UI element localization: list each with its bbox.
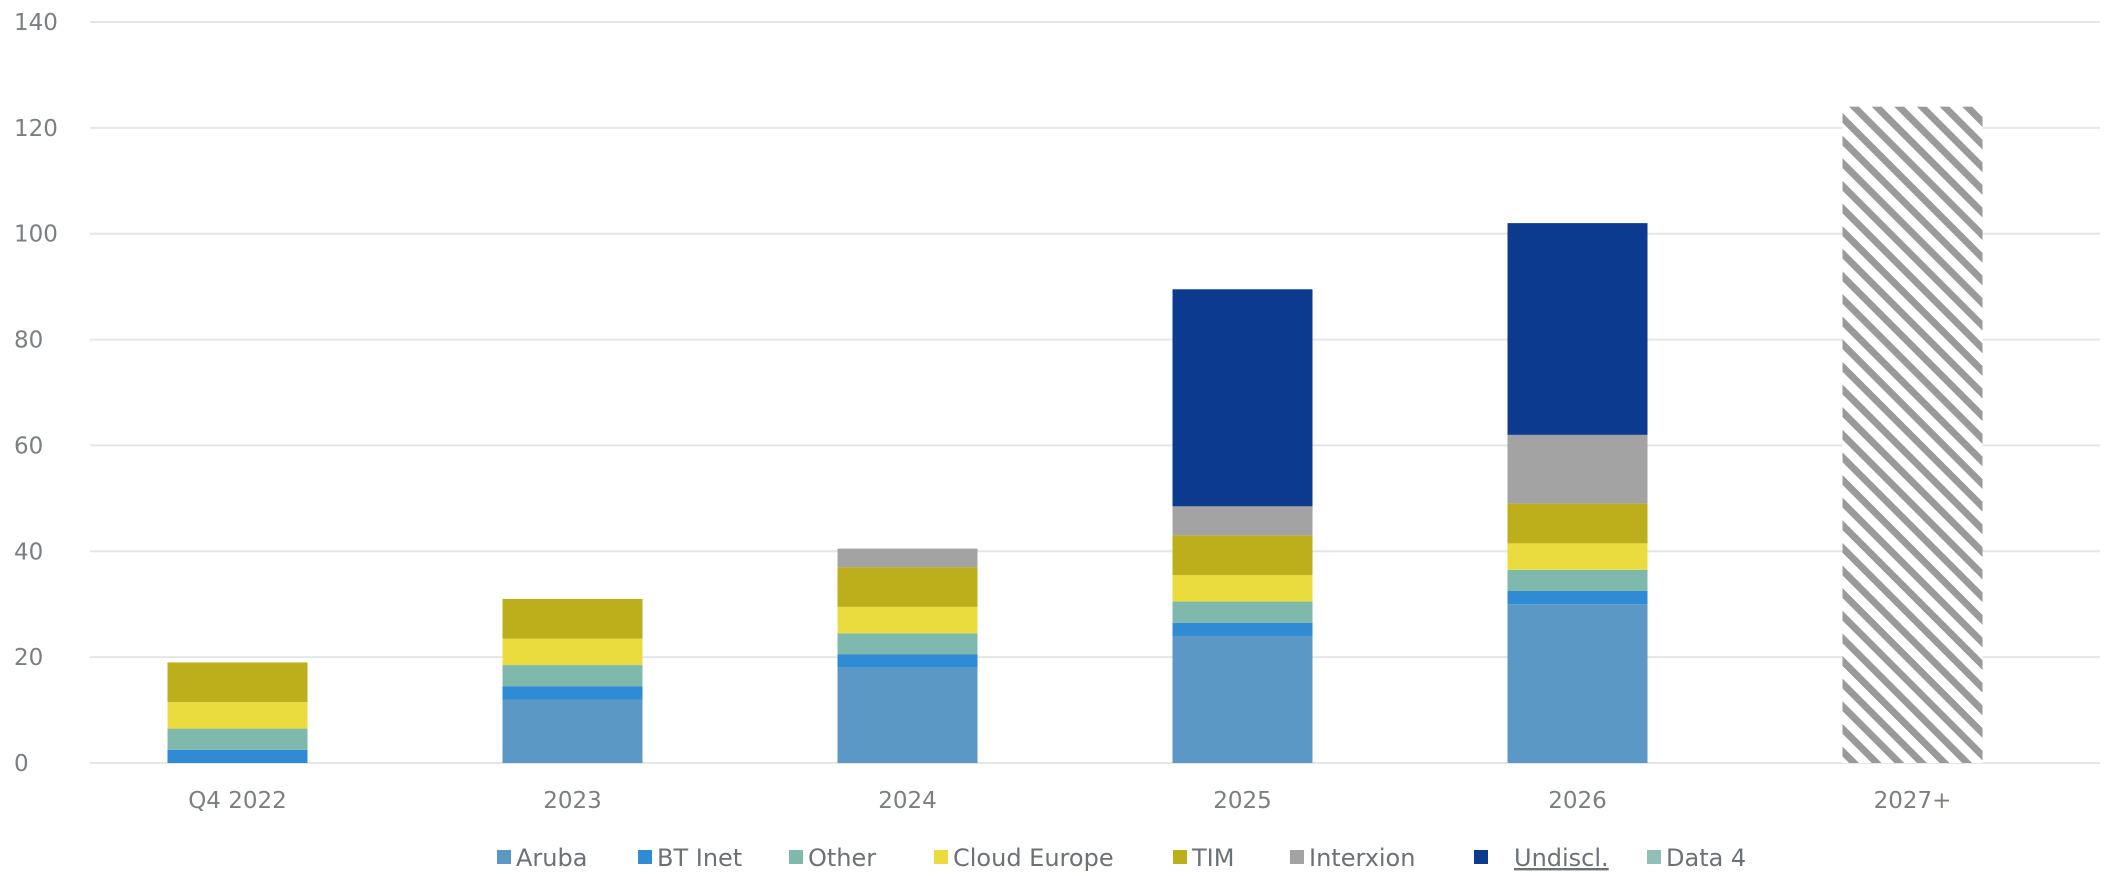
bar-segment [837, 567, 978, 607]
legend: Aruba BT Inet Other Cloud Europe TIM Interxio… [497, 844, 1746, 872]
bars [167, 106, 1983, 763]
x-tick-label: Q4 2022 [188, 788, 287, 814]
y-tick-label: 120 [14, 116, 58, 142]
bar-segment [1172, 622, 1313, 636]
bar-segment [1172, 575, 1313, 602]
bar-segment [502, 699, 643, 763]
y-tick-label: 60 [14, 433, 43, 459]
bar-segment [1172, 289, 1313, 507]
legend-label: TIM [1191, 844, 1234, 872]
x-tick-label: 2023 [543, 788, 602, 814]
gridlines [90, 21, 2100, 764]
bar-segment [837, 548, 978, 568]
bar-segment [167, 662, 308, 703]
legend-label: Undiscl. [1514, 844, 1609, 872]
bar-segment [167, 702, 308, 729]
bar-segment [502, 665, 643, 687]
legend-swatch [1173, 850, 1187, 864]
bar-segment [502, 686, 643, 700]
bar-segment [1172, 601, 1313, 623]
y-tick-label: 80 [14, 328, 43, 354]
y-tick-label: 140 [14, 10, 58, 36]
legend-swatch [638, 850, 652, 864]
bar-segment [1507, 503, 1648, 544]
bar-segment [1507, 543, 1648, 570]
bar-segment [1507, 434, 1648, 504]
bar-segment [1172, 506, 1313, 536]
hatched-bar-2027-plus [1842, 106, 1983, 763]
bar-segment [837, 633, 978, 655]
legend-swatch [1290, 850, 1304, 864]
y-tick-label: 40 [14, 539, 43, 565]
legend-swatch [934, 850, 948, 864]
legend-label: Other [808, 844, 876, 872]
legend-label: Aruba [516, 844, 587, 872]
legend-swatch [789, 850, 803, 864]
legend-swatch [497, 850, 511, 864]
legend-swatch [1474, 850, 1488, 864]
bar-segment [837, 654, 978, 668]
bar-segment [167, 749, 308, 763]
legend-swatch [1647, 850, 1661, 864]
legend-label: Cloud Europe [953, 844, 1114, 872]
bar-segment [1172, 635, 1313, 763]
bar-segment [1507, 604, 1648, 763]
y-tick-label: 20 [14, 645, 43, 671]
bar-segment [837, 606, 978, 634]
bar-segment [502, 638, 643, 666]
y-tick-label: 0 [14, 751, 29, 777]
legend-label: Data 4 [1666, 844, 1746, 872]
legend-label: Interxion [1309, 844, 1415, 872]
bar-segment [837, 667, 978, 763]
bar-segment [1507, 223, 1648, 435]
x-tick-label: 2025 [1213, 788, 1272, 814]
legend-label: BT Inet [657, 844, 742, 872]
x-tick-label: 2026 [1548, 788, 1607, 814]
y-axis-ticks: 0 20 40 60 80 100 120 140 [14, 10, 58, 777]
x-axis-ticks: Q4 2022 2023 2024 2025 2026 2027+ [188, 788, 1951, 814]
x-tick-label: 2027+ [1874, 788, 1952, 814]
bar-segment [1507, 569, 1648, 591]
bar-segment [502, 598, 643, 639]
bar-segment [1172, 535, 1313, 576]
bar-segment [167, 728, 308, 750]
y-tick-label: 100 [14, 222, 58, 248]
bar-segment [1507, 590, 1648, 605]
x-tick-label: 2024 [878, 788, 937, 814]
